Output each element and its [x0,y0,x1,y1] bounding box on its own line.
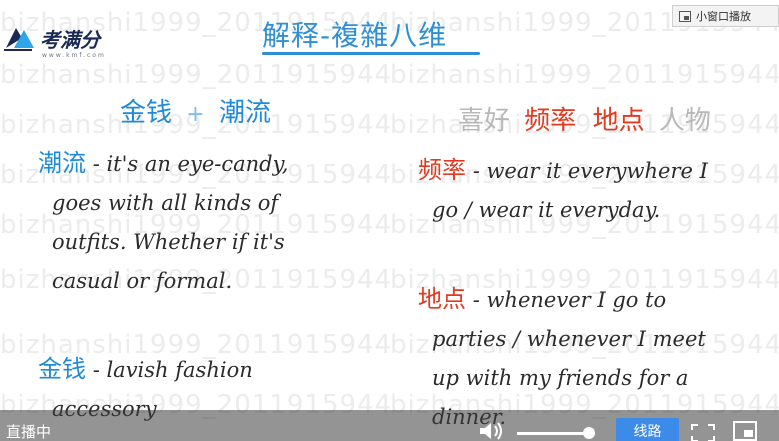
trend-explanation: 潮流 - it's an eye-candy, goes with all ki… [38,144,288,301]
right-header-preference: 喜好 [458,106,511,136]
logo-subtext: www.kmf.com [42,52,106,59]
right-header: 喜好 频率 地点 人物 [458,100,711,137]
watermark: bizhanshi1999_2011915944 [390,210,779,240]
explanation-line: goes with all kinds of [52,191,279,215]
speaker-icon[interactable] [478,421,504,441]
watermark: bizhanshi1999_2011915944 [390,110,779,140]
left-header-plus: + [186,102,205,127]
mini-window-button[interactable]: 小窗口播放 [672,5,779,27]
title-underline [262,52,480,55]
explanation-line: - wear it everywhere I [472,159,708,183]
fullscreen-icon[interactable] [690,423,716,441]
watermark: bizhanshi1999_2011915944 [0,210,393,240]
explanation-line: parties / whenever I meet [432,327,706,351]
watermark: bizhanshi1999_2011915944 [390,265,779,295]
watermark: bizhanshi1999_2011915944 [0,110,393,140]
logo: 考满分 www.kmf.com [2,22,112,62]
place-keyword: 地点 [418,285,466,313]
right-header-people: 人物 [658,106,711,136]
watermark: bizhanshi1999_2011915944 [0,265,393,295]
trend-keyword: 潮流 [38,149,86,177]
right-header-place: 地点 [592,106,645,136]
watermark: bizhanshi1999_2011915944 [0,8,393,38]
explanation-line: - lavish fashion [92,358,253,382]
explanation-line: casual or formal. [52,269,233,293]
watermark: bizhanshi1999_2011915944 [390,160,779,190]
frequency-explanation: 频率 - wear it everywhere I go / wear it e… [418,151,708,230]
mini-window-label: 小窗口播放 [696,10,751,23]
line-select-button[interactable]: 线路 [616,418,679,441]
left-header: 金钱 + 潮流 [120,92,271,129]
watermark: bizhanshi1999_2011915944 [0,160,393,190]
left-header-money: 金钱 [120,98,173,128]
watermark: bizhanshi1999_2011915944 [0,60,393,90]
right-header-frequency: 频率 [524,106,577,136]
watermark: bizhanshi1999_2011915944 [390,330,779,360]
watermark: bizhanshi1999_2011915944 [0,330,393,360]
picture-in-picture-icon[interactable] [732,420,758,441]
logo-mark-icon [4,28,34,51]
explanation-line: up with my friends for a [432,366,689,390]
frequency-keyword: 频率 [418,156,466,184]
volume-slider-fill [517,432,589,435]
money-explanation: 金钱 - lavish fashion accessory [38,350,253,429]
slide-title: 解释-複雜八维 [262,19,448,52]
volume-slider-handle[interactable] [583,427,595,439]
explanation-line: - whenever I go to [472,288,667,312]
live-status: 直播中 [6,423,52,441]
place-explanation: 地点 - whenever I go to parties / whenever… [418,280,706,437]
left-header-trend: 潮流 [218,98,271,128]
logo-text: 考满分 [40,28,100,52]
explanation-line: go / wear it everyday. [432,198,661,222]
explanation-line: outfits. Whether if it's [52,230,285,254]
watermark: bizhanshi1999_2011915944 [390,60,779,90]
volume-slider-track[interactable] [517,432,595,435]
money-keyword: 金钱 [38,355,86,383]
explanation-line: - it's an eye-candy, [92,152,289,176]
mini-window-icon [679,10,691,22]
